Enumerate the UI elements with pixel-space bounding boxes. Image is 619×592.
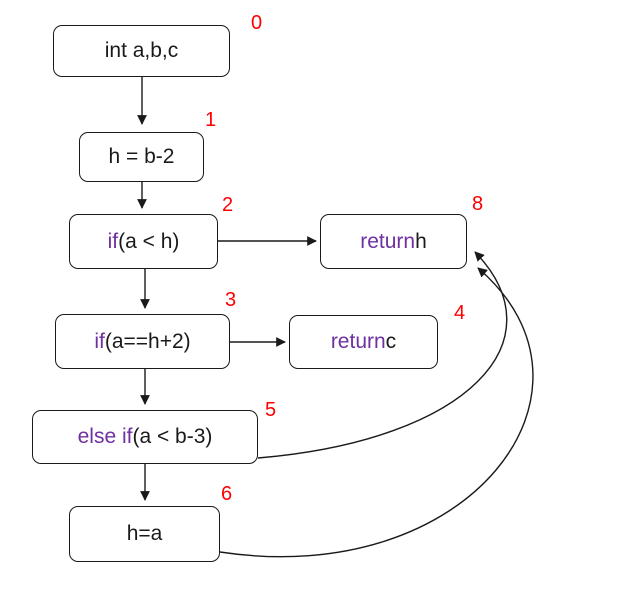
node-1-text: h = b-2 bbox=[108, 145, 175, 168]
node-4-text: c bbox=[385, 330, 397, 353]
node-5-keyword: else if bbox=[77, 425, 133, 448]
node-6-number: 6 bbox=[221, 483, 233, 505]
node-3-text: (a==h+2) bbox=[104, 329, 191, 353]
node-2-text: (a < h) bbox=[118, 229, 180, 253]
node-0-number: 0 bbox=[251, 12, 263, 34]
node-8-text: h bbox=[415, 229, 427, 253]
node-6-text: h=a bbox=[126, 522, 163, 545]
node-5-number: 5 bbox=[265, 399, 277, 421]
node-5-text: (a < b-3) bbox=[132, 425, 213, 448]
node-1: h = b-2 bbox=[79, 132, 204, 182]
node-3: if (a==h+2) bbox=[55, 314, 230, 369]
node-8-number: 8 bbox=[472, 193, 484, 215]
node-0: int a,b,c bbox=[53, 25, 230, 77]
node-3-number: 3 bbox=[225, 289, 237, 311]
node-2-number: 2 bbox=[222, 194, 234, 216]
edge-6-to-8 bbox=[219, 267, 534, 558]
node-8: return h bbox=[320, 214, 467, 269]
node-0-text: int a,b,c bbox=[104, 39, 179, 62]
node-2: if (a < h) bbox=[69, 214, 218, 269]
node-1-number: 1 bbox=[205, 109, 217, 131]
node-2-keyword: if bbox=[107, 229, 119, 253]
edge-5-to-8 bbox=[257, 251, 508, 459]
node-5: else if (a < b-3) bbox=[32, 410, 258, 464]
node-8-keyword: return bbox=[360, 229, 416, 253]
node-4-number: 4 bbox=[454, 302, 466, 324]
node-6: h=a bbox=[69, 506, 220, 562]
node-3-keyword: if bbox=[94, 329, 105, 353]
node-4-keyword: return bbox=[330, 330, 386, 353]
node-4: return c bbox=[289, 315, 438, 369]
